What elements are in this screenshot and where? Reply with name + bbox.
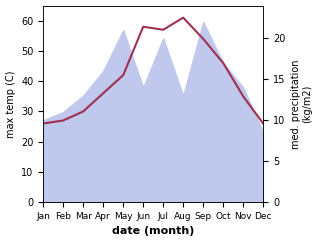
Y-axis label: med. precipitation
(kg/m2): med. precipitation (kg/m2) — [291, 59, 313, 149]
Y-axis label: max temp (C): max temp (C) — [5, 70, 16, 138]
X-axis label: date (month): date (month) — [112, 227, 194, 236]
